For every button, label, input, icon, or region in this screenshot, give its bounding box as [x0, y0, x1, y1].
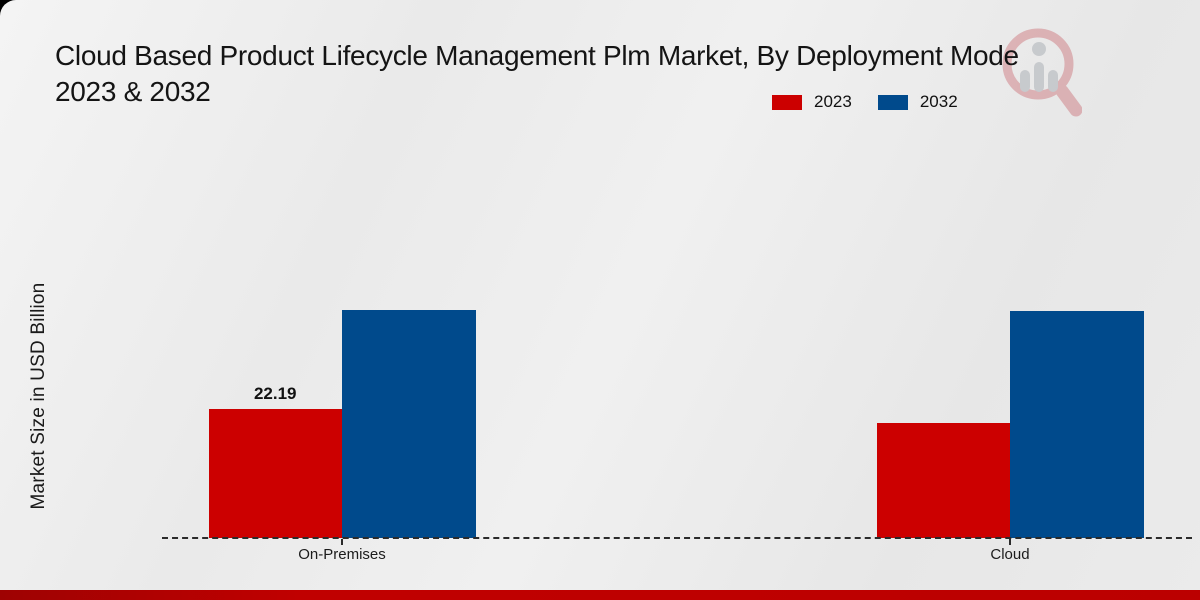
- category-label-On-Premises: On-Premises: [298, 546, 386, 563]
- bar-2032-Cloud: [1010, 311, 1144, 538]
- legend-label: 2032: [919, 92, 958, 111]
- magnifier-bar-chart-watermark-icon: [1002, 28, 1082, 117]
- legend: 2023 2032: [772, 92, 958, 112]
- x-axis-baseline: [162, 537, 1192, 539]
- category-label-Cloud: Cloud: [990, 546, 1030, 563]
- chart-title: Cloud Based Product Lifecycle Management…: [55, 38, 1200, 110]
- legend-swatch-2023: [772, 94, 802, 110]
- legend-swatch-2032: [877, 94, 908, 110]
- footer-stripe: [0, 590, 1200, 600]
- x-axis-tick: [341, 539, 343, 545]
- bar-2023-On-Premises: [208, 409, 342, 538]
- bar-2032-On-Premises: [342, 310, 476, 538]
- legend-label: 2023: [814, 92, 852, 111]
- legend-item-2023: 2023: [772, 92, 852, 112]
- x-axis-tick: [1009, 539, 1011, 545]
- bar-2023-Cloud: [876, 422, 1010, 538]
- chart-title-line1: Cloud Based Product Lifecycle Management…: [55, 40, 1019, 71]
- legend-item-2032: 2032: [877, 92, 958, 112]
- chart-title-line2: 2023 & 2032: [55, 76, 211, 107]
- bar-value-label: 22.19: [253, 384, 297, 403]
